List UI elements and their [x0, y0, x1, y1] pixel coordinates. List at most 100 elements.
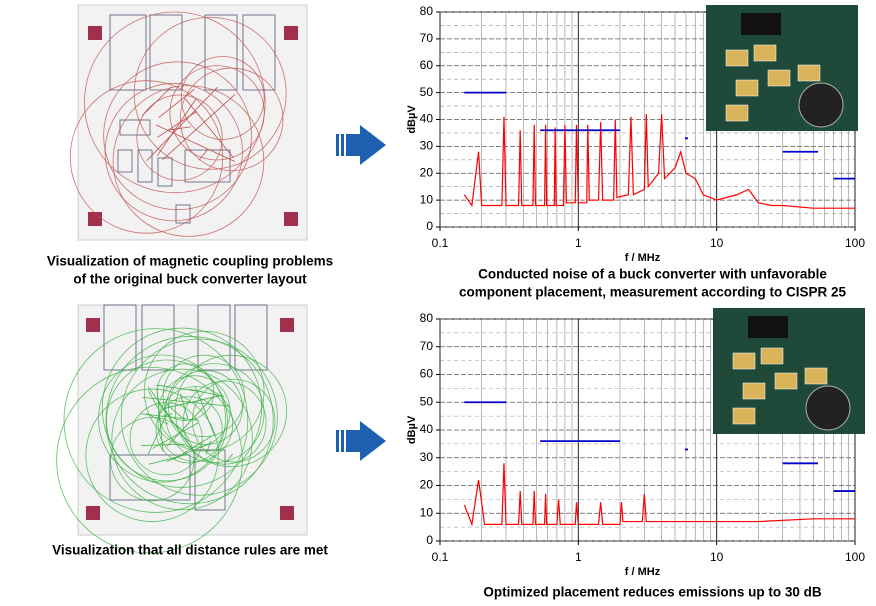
photo-part [753, 44, 777, 62]
y-tick-label: 30 [420, 139, 434, 153]
coupling-circle [85, 388, 219, 522]
caption: Visualization that all distance rules ar… [52, 543, 328, 558]
x-tick-label: 100 [845, 550, 865, 564]
layout-drawing [56, 304, 308, 554]
photo-part [774, 372, 798, 390]
coupling-circle [98, 354, 226, 483]
x-tick-label: 0.1 [432, 236, 449, 250]
series-line [464, 91, 855, 180]
photo-part [732, 407, 756, 425]
coupling-line [166, 403, 186, 421]
coupling-line [146, 413, 169, 425]
caption: component placement, measurement accordi… [459, 285, 847, 300]
coupling-line [156, 384, 203, 393]
y-tick-label: 80 [420, 4, 434, 18]
y-tick-label: 30 [420, 450, 434, 464]
coupling-circle [155, 396, 223, 464]
coupling-line [147, 390, 159, 410]
series-line [463, 114, 855, 209]
photo-part [748, 316, 788, 338]
coupling-circle [103, 61, 252, 211]
coupling-line [184, 98, 235, 159]
inset-photo [706, 5, 858, 131]
y-tick-label: 0 [426, 533, 433, 547]
x-tick-label: 10 [710, 236, 724, 250]
arrow [336, 125, 386, 165]
pad [280, 318, 294, 332]
photo-part [741, 13, 781, 35]
x-tick-label: 1 [575, 236, 582, 250]
pad [88, 212, 102, 226]
coupling-line [195, 386, 216, 437]
coupling-circle [136, 94, 223, 181]
caption: Conducted noise of a buck converter with… [478, 267, 827, 282]
inset-photo [713, 308, 865, 434]
coupling-circle [104, 83, 243, 222]
coupling-line [198, 148, 209, 161]
x-tick-label: 100 [845, 236, 865, 250]
coupling-circle [174, 354, 288, 468]
y-tick-label: 60 [420, 58, 434, 72]
photo-part [804, 367, 828, 385]
y-tick-label: 0 [426, 219, 433, 233]
pad [280, 506, 294, 520]
coupling-line [146, 86, 218, 161]
coupling-circle [106, 359, 228, 482]
coupling-line [157, 99, 196, 156]
coupling-circle [63, 328, 249, 513]
coupling-line [189, 388, 225, 398]
x-axis-label: f / MHz [625, 252, 661, 264]
coupling-circle [143, 330, 265, 452]
series-line [464, 401, 855, 492]
pad [86, 506, 100, 520]
y-tick-label: 70 [420, 339, 434, 353]
coupling-circle [162, 354, 245, 437]
photo-inductor [805, 385, 851, 431]
coupling-circle [182, 380, 267, 465]
x-tick-label: 1 [575, 550, 582, 564]
y-tick-label: 40 [420, 112, 434, 126]
y-axis-label: dBµV [406, 105, 418, 134]
series-line [463, 463, 855, 527]
coupling-line [167, 126, 191, 131]
y-tick-label: 60 [420, 367, 434, 381]
coupling-line [162, 93, 236, 160]
board [77, 4, 308, 241]
coupling-circle [111, 368, 253, 511]
photo-inductor [798, 82, 844, 128]
y-tick-label: 10 [420, 192, 434, 206]
coupling-line [179, 393, 189, 419]
coupling-circle [105, 336, 274, 505]
coupling-line [225, 453, 233, 463]
coupling-line [140, 443, 186, 446]
caption: Visualization of magnetic coupling probl… [47, 254, 333, 269]
y-tick-label: 50 [420, 394, 434, 408]
coupling-circle [120, 338, 278, 496]
photo-part [760, 347, 784, 365]
y-tick-label: 80 [420, 311, 434, 325]
caption: Optimized placement reduces emissions up… [483, 585, 822, 600]
coupling-line [142, 86, 172, 116]
coupling-circle [180, 56, 265, 140]
coupling-line [147, 413, 168, 456]
pad [284, 26, 298, 40]
coupling-circle [110, 416, 195, 502]
photo-part [797, 64, 821, 82]
arrow [336, 421, 386, 461]
y-tick-label: 40 [420, 422, 434, 436]
x-axis-label: f / MHz [625, 566, 661, 578]
x-tick-label: 10 [710, 550, 724, 564]
coupling-circle [112, 85, 265, 237]
coupling-circle [169, 65, 265, 161]
photo-part [732, 352, 756, 370]
photo-part [725, 49, 749, 67]
y-tick-label: 20 [420, 478, 434, 492]
coupling-line [205, 440, 212, 455]
photo-part [725, 104, 749, 122]
coupling-line [173, 435, 212, 460]
pad [88, 26, 102, 40]
photo-part [767, 69, 791, 87]
coupling-circle [133, 16, 287, 170]
